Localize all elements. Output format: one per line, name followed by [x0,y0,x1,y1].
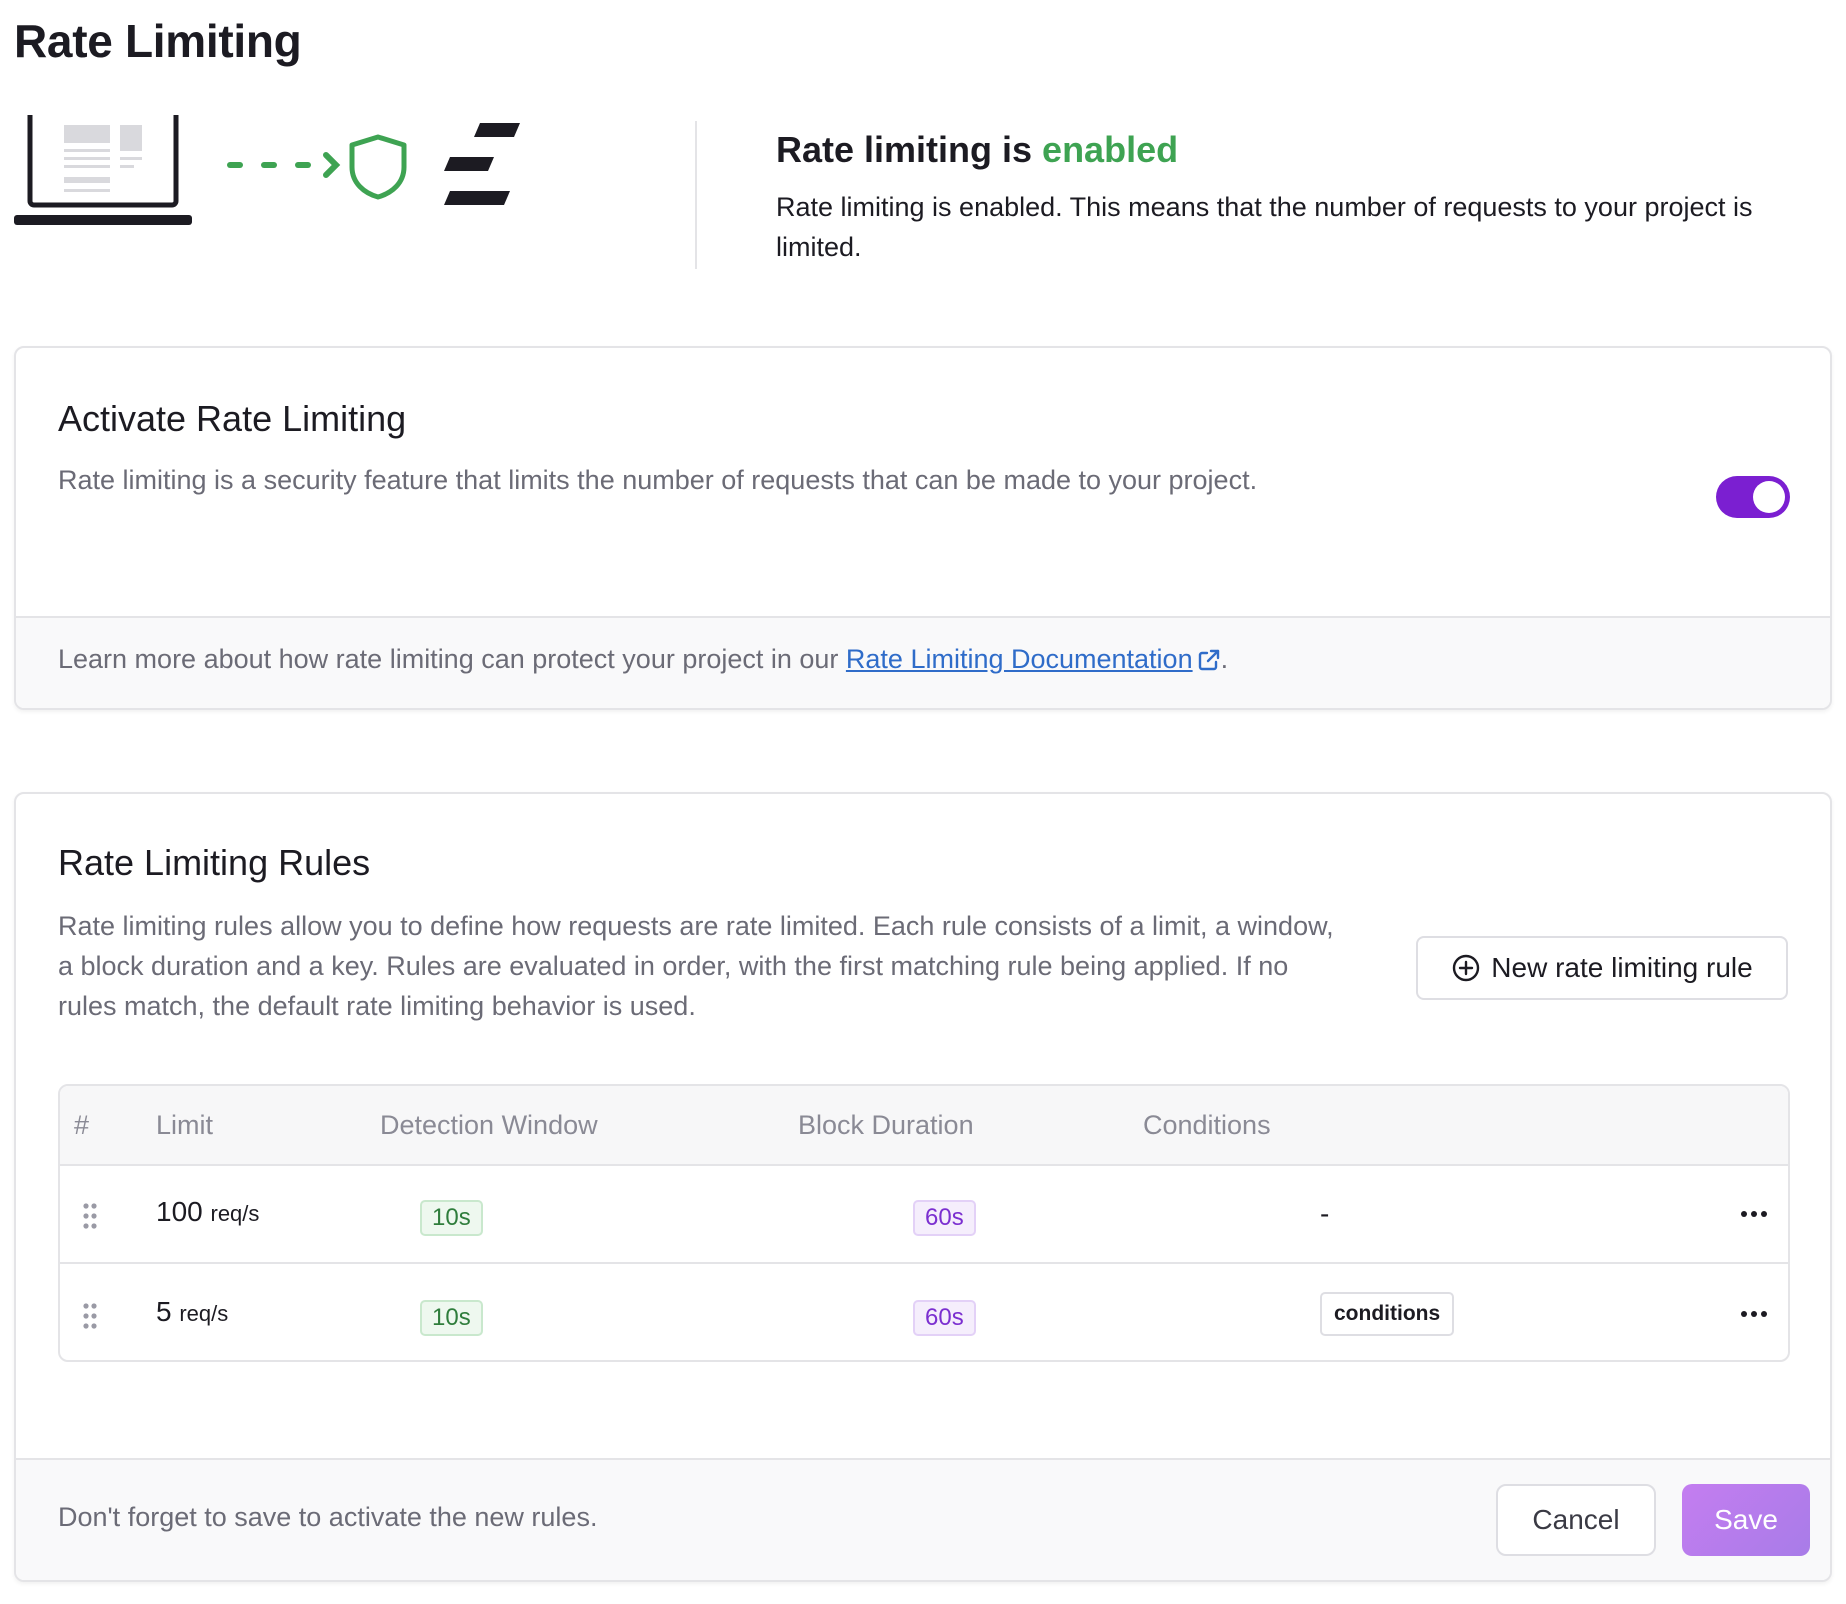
rule-limit: 5 req/s [156,1296,228,1328]
rules-footer: Don't forget to save to activate the new… [16,1458,1830,1580]
rule-limit-value: 100 [156,1196,203,1227]
activate-footer: Learn more about how rate limiting can p… [16,616,1830,708]
toggle-knob [1753,481,1785,513]
column-header-block: Block Duration [798,1110,974,1140]
rate-limiting-toggle[interactable] [1716,476,1790,518]
detection-window-badge: 10s [420,1200,483,1236]
new-rule-button[interactable]: New rate limiting rule [1416,936,1788,1000]
laptop-icon [14,115,192,225]
hero-divider [695,121,697,269]
plus-circle-icon [1453,954,1480,982]
block-duration-badge: 60s [913,1200,976,1236]
column-header-conditions: Conditions [1143,1110,1271,1140]
activate-description: Rate limiting is a security feature that… [58,465,1258,495]
docs-link[interactable]: Rate Limiting Documentation [846,644,1221,674]
drag-handle-icon[interactable] [82,1202,98,1230]
column-header-index: # [74,1110,90,1140]
column-header-window: Detection Window [380,1110,598,1140]
rules-table: # Limit Detection Window Block Duration … [58,1084,1790,1362]
table-row: 5 req/s 10s 60s conditions [60,1266,1788,1360]
status-description: Rate limiting is enabled. This means tha… [776,192,1753,262]
save-button[interactable]: Save [1682,1484,1810,1556]
server-logo-icon [444,123,520,205]
table-row: 100 req/s 10s 60s - [60,1166,1788,1264]
rule-limit: 100 req/s [156,1196,259,1228]
status-heading-prefix: Rate limiting is [776,129,1043,170]
page-title: Rate Limiting [14,15,302,67]
status-heading: Rate limiting is enabled [776,129,1178,171]
docs-note-suffix: . [1220,644,1229,674]
table-header: # Limit Detection Window Block Duration … [60,1086,1788,1166]
new-rule-label: New rate limiting rule [1491,952,1753,983]
block-duration-badge: 60s [913,1300,976,1336]
status-value: enabled [1042,129,1179,170]
rules-card: Rate Limiting Rules Rate limiting rules … [14,792,1832,1582]
rule-limit-unit: req/s [210,1201,260,1226]
arrow-icon [227,152,341,178]
conditions-chip[interactable]: conditions [1320,1292,1455,1336]
docs-note: Learn more about how rate limiting can p… [58,644,1228,675]
save-reminder: Don't forget to save to activate the new… [58,1502,598,1532]
docs-link-label: Rate Limiting Documentation [845,644,1193,674]
status-hero: Rate limiting is enabled Rate limiting i… [14,115,1834,275]
detection-window-badge: 10s [420,1300,483,1336]
activate-card: Activate Rate Limiting Rate limiting is … [14,346,1832,710]
rate-limit-illustration [14,115,520,225]
column-header-limit: Limit [156,1110,214,1140]
more-actions-icon[interactable] [1736,1202,1772,1226]
rule-limit-unit: req/s [179,1301,229,1326]
external-link-icon [1198,649,1219,671]
rule-conditions: - [1320,1198,1330,1229]
rules-title: Rate Limiting Rules [58,842,371,883]
rules-description: Rate limiting rules allow you to define … [58,911,1334,1021]
shield-icon [349,134,407,200]
drag-handle-icon[interactable] [82,1302,98,1330]
more-actions-icon[interactable] [1736,1302,1772,1326]
docs-note-prefix: Learn more about how rate limiting can p… [58,644,846,674]
rule-limit-value: 5 [156,1296,172,1327]
cancel-button[interactable]: Cancel [1496,1484,1656,1556]
activate-title: Activate Rate Limiting [58,398,407,439]
